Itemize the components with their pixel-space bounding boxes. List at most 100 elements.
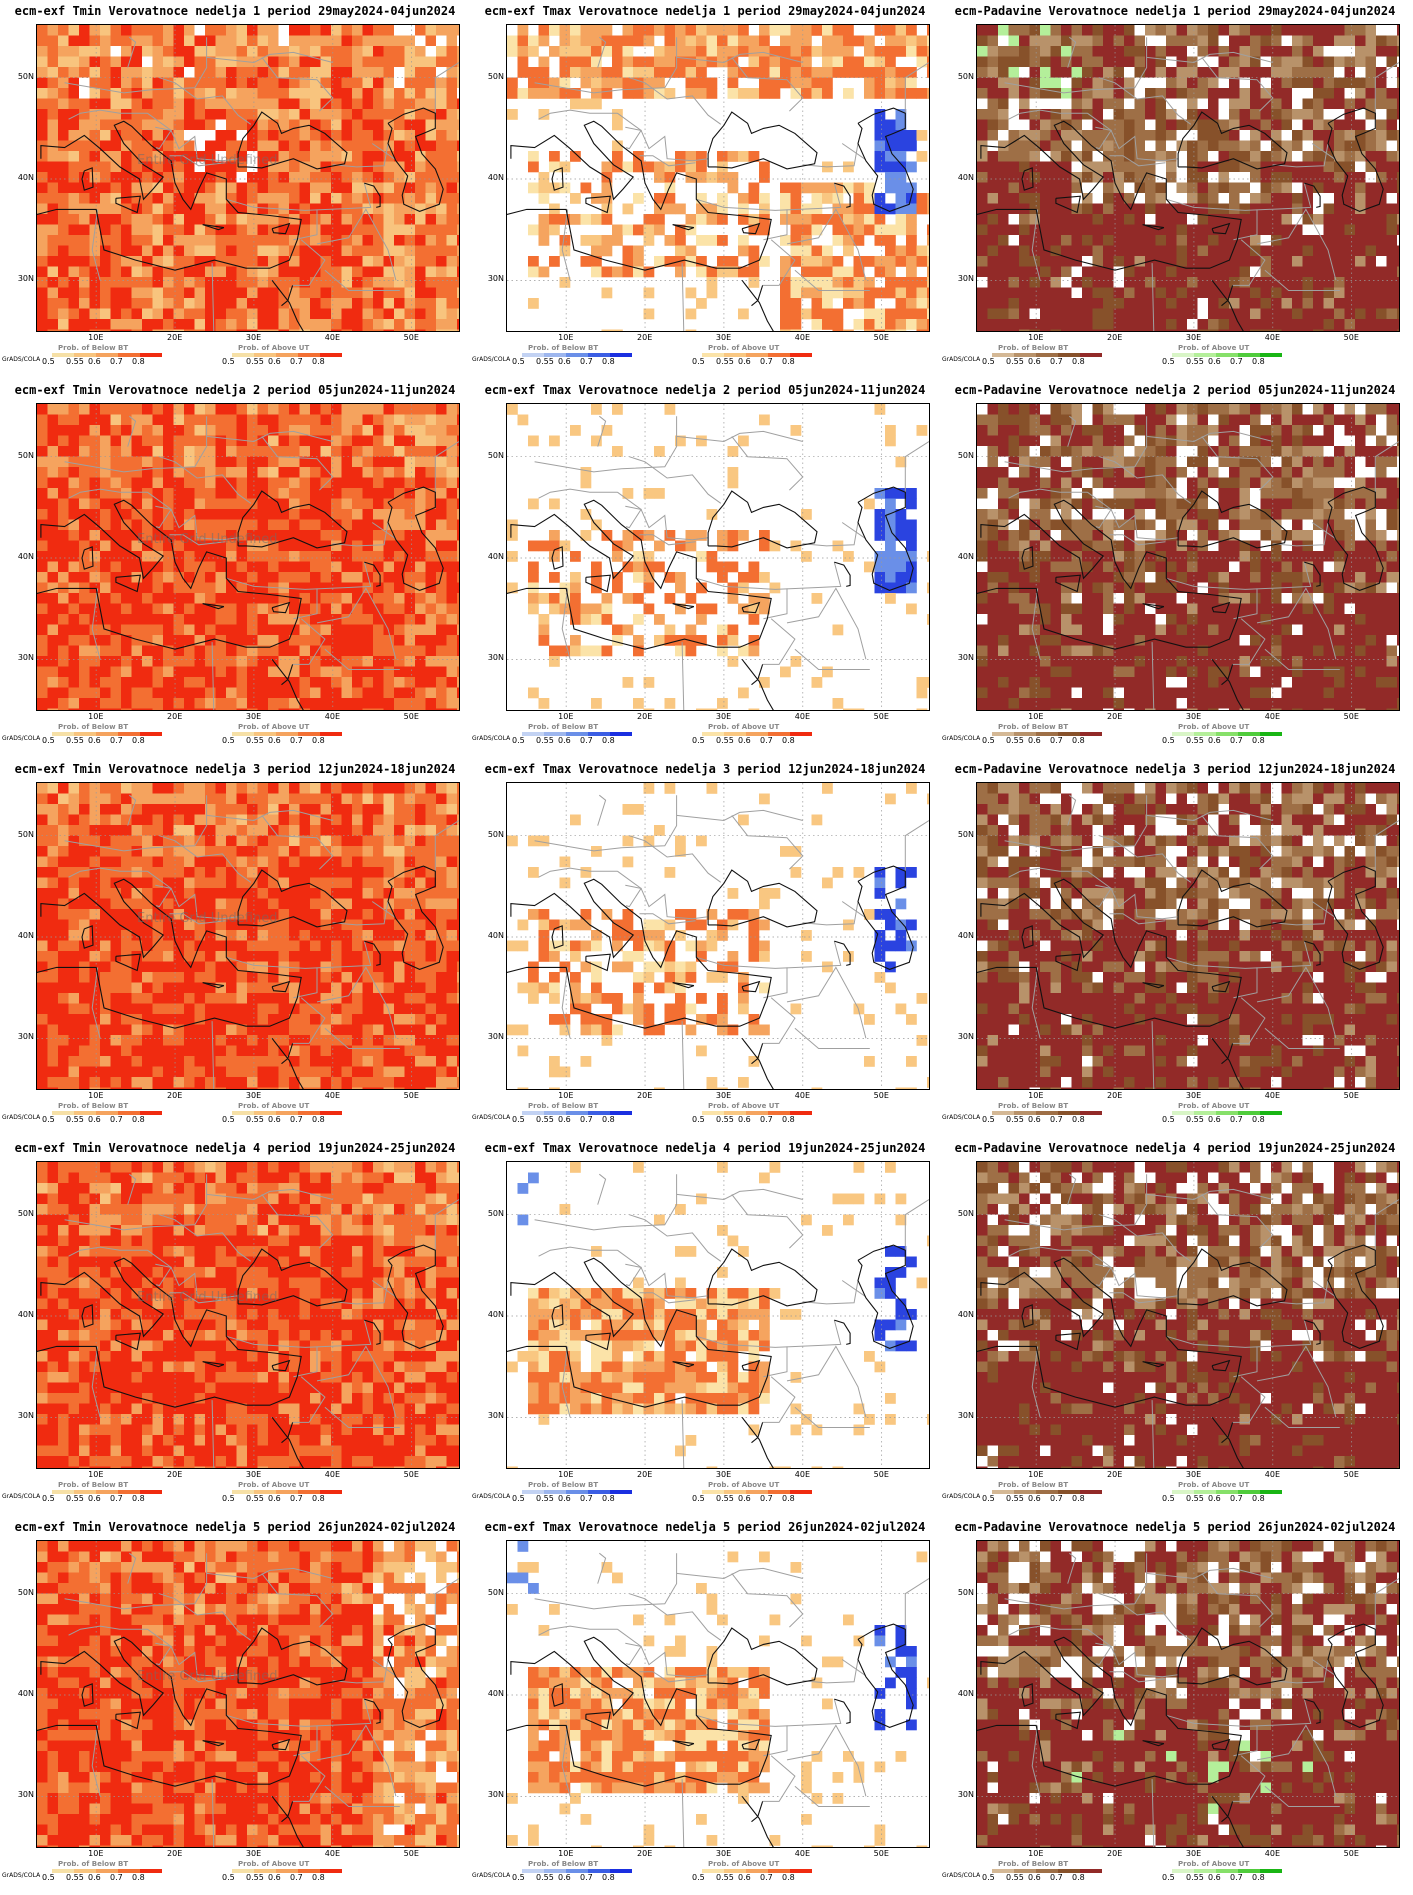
colorbar-tick: 0.55 bbox=[66, 1494, 84, 1503]
lon-tick-label: 10E bbox=[1028, 333, 1044, 342]
colorbar-swatch bbox=[522, 353, 544, 357]
colorbar-tick: 0.55 bbox=[1186, 1873, 1204, 1882]
country-borders bbox=[64, 1173, 459, 1468]
country-borders bbox=[534, 1173, 929, 1468]
country-borders bbox=[64, 36, 459, 331]
colorbar-tick: 0.5 bbox=[982, 357, 995, 366]
colorbar-swatch bbox=[1172, 353, 1194, 357]
colorbar-tick: 0.7 bbox=[1050, 1873, 1063, 1882]
grads-credit: GrADS/COLA bbox=[2, 1872, 41, 1879]
panel-title: ecm-exf Tmax Verovatnoce nedelja 1 perio… bbox=[484, 4, 926, 18]
lon-tick-label: 50E bbox=[1343, 333, 1359, 342]
lon-tick-label: 20E bbox=[637, 712, 653, 721]
colorbar-tick: 0.8 bbox=[602, 736, 615, 745]
lon-tick-label: 20E bbox=[637, 1849, 653, 1858]
lon-tick-label: 30E bbox=[715, 1849, 732, 1858]
colorbar-swatch bbox=[232, 353, 254, 357]
map-panel-tmax-week-1: ecm-exf Tmax Verovatnoce nedelja 1 perio… bbox=[470, 0, 940, 379]
graticule bbox=[507, 1162, 929, 1468]
colorbar-tick: 0.8 bbox=[132, 1873, 145, 1882]
graticule bbox=[37, 404, 459, 710]
country-borders bbox=[64, 415, 459, 710]
colorbar-below: Prob. of Below BT 0.5 0.55 0.6 0.7 0.8 bbox=[40, 1860, 180, 1890]
colorbar-swatch bbox=[52, 353, 74, 357]
lat-tick-label: 40N bbox=[957, 173, 974, 182]
colorbar-above: Prob. of Above UT 0.5 0.55 0.6 0.7 0.8 bbox=[220, 723, 360, 753]
lon-tick-label: 50E bbox=[1343, 1849, 1359, 1858]
colorbar-tick: 0.55 bbox=[246, 1494, 264, 1503]
colorbar-swatch bbox=[254, 1490, 276, 1494]
map-panel-tmin-week-2: ecm-exf Tmin Verovatnoce nedelja 2 perio… bbox=[0, 379, 470, 758]
panel-title: ecm-exf Tmin Verovatnoce nedelja 3 perio… bbox=[14, 762, 456, 776]
forecast-map: Entire Grid Undefined bbox=[36, 24, 460, 332]
colorbar-title: Prob. of Above UT bbox=[1178, 1102, 1250, 1110]
graticule bbox=[977, 1162, 1399, 1468]
colorbar-swatch bbox=[1058, 1869, 1080, 1873]
lon-tick-label: 10E bbox=[558, 1091, 574, 1100]
lon-tick-label: 40E bbox=[324, 1091, 341, 1100]
colorbar-tick: 0.55 bbox=[536, 357, 554, 366]
colorbar-swatch bbox=[298, 1490, 320, 1494]
colorbar-swatch bbox=[1194, 732, 1216, 736]
colorbar-tick: 0.6 bbox=[268, 1873, 281, 1882]
map-canvas bbox=[507, 1541, 929, 1847]
colorbar-swatch bbox=[768, 732, 790, 736]
colorbar-swatch bbox=[702, 1490, 724, 1494]
panel-title: ecm-Padavine Verovatnoce nedelja 1 perio… bbox=[954, 4, 1396, 18]
lon-tick-label: 30E bbox=[1185, 1091, 1202, 1100]
colorbar-tick: 0.7 bbox=[760, 1494, 773, 1503]
probability-cells bbox=[37, 783, 459, 1089]
colorbar-tick: 0.55 bbox=[1186, 736, 1204, 745]
colorbar-tick: 0.5 bbox=[42, 1494, 55, 1503]
colorbar-swatch bbox=[1014, 1490, 1036, 1494]
probability-cells bbox=[507, 783, 929, 1089]
lon-tick-label: 50E bbox=[403, 1849, 419, 1858]
colorbar-title: Prob. of Below BT bbox=[998, 1102, 1069, 1110]
colorbar-swatch bbox=[1216, 1869, 1238, 1873]
lon-tick-label: 10E bbox=[1028, 1091, 1044, 1100]
lat-tick-label: 50N bbox=[487, 1587, 504, 1597]
colorbar-swatch bbox=[746, 353, 768, 357]
colorbar-title: Prob. of Above UT bbox=[708, 1102, 780, 1110]
colorbar-tick: 0.5 bbox=[42, 357, 55, 366]
forecast-map: Entire Grid Undefined bbox=[36, 403, 460, 711]
colorbar-tick: 0.5 bbox=[982, 736, 995, 745]
grads-credit: GrADS/COLA bbox=[472, 1114, 511, 1121]
map-panel-prec-week-3: ecm-Padavine Verovatnoce nedelja 3 perio… bbox=[940, 758, 1410, 1137]
lat-tick-label: 30N bbox=[17, 653, 34, 663]
panel-title: ecm-Padavine Verovatnoce nedelja 5 perio… bbox=[954, 1520, 1396, 1534]
colorbar-tick: 0.6 bbox=[1208, 1494, 1221, 1503]
coastlines bbox=[977, 486, 1384, 710]
map-canvas bbox=[977, 1162, 1399, 1468]
colorbar-tick: 0.5 bbox=[222, 1494, 235, 1503]
colorbar-tick: 0.6 bbox=[88, 736, 101, 745]
probability-cells bbox=[977, 1541, 1399, 1847]
colorbar-swatch bbox=[1014, 353, 1036, 357]
colorbar-swatch bbox=[768, 353, 790, 357]
probability-cells bbox=[977, 783, 1399, 1089]
colorbar-swatch bbox=[52, 1490, 74, 1494]
colorbar-title: Prob. of Below BT bbox=[998, 1481, 1069, 1489]
grads-credit: GrADS/COLA bbox=[472, 1493, 511, 1500]
lat-tick-label: 40N bbox=[487, 931, 504, 940]
colorbar-swatch bbox=[1172, 732, 1194, 736]
colorbar-swatch bbox=[140, 353, 162, 357]
colorbar-swatch bbox=[1014, 732, 1036, 736]
panel-title: ecm-Padavine Verovatnoce nedelja 2 perio… bbox=[954, 383, 1396, 397]
colorbar-tick: 0.7 bbox=[290, 1873, 303, 1882]
colorbar-swatch bbox=[74, 353, 96, 357]
panel-title: ecm-exf Tmin Verovatnoce nedelja 5 perio… bbox=[14, 1520, 456, 1534]
colorbar-swatch bbox=[768, 1111, 790, 1115]
colorbar-tick: 0.55 bbox=[246, 357, 264, 366]
grads-credit: GrADS/COLA bbox=[472, 735, 511, 742]
colorbar-swatch bbox=[1216, 1111, 1238, 1115]
coastlines bbox=[977, 1244, 1384, 1468]
map-canvas bbox=[507, 25, 929, 331]
colorbar-title: Prob. of Below BT bbox=[998, 723, 1069, 731]
lat-tick-label: 30N bbox=[17, 1411, 34, 1421]
lon-tick-label: 40E bbox=[1264, 1470, 1281, 1479]
colorbar-tick: 0.55 bbox=[246, 1873, 264, 1882]
colorbar-swatch bbox=[544, 1869, 566, 1873]
coastlines bbox=[507, 1244, 914, 1468]
